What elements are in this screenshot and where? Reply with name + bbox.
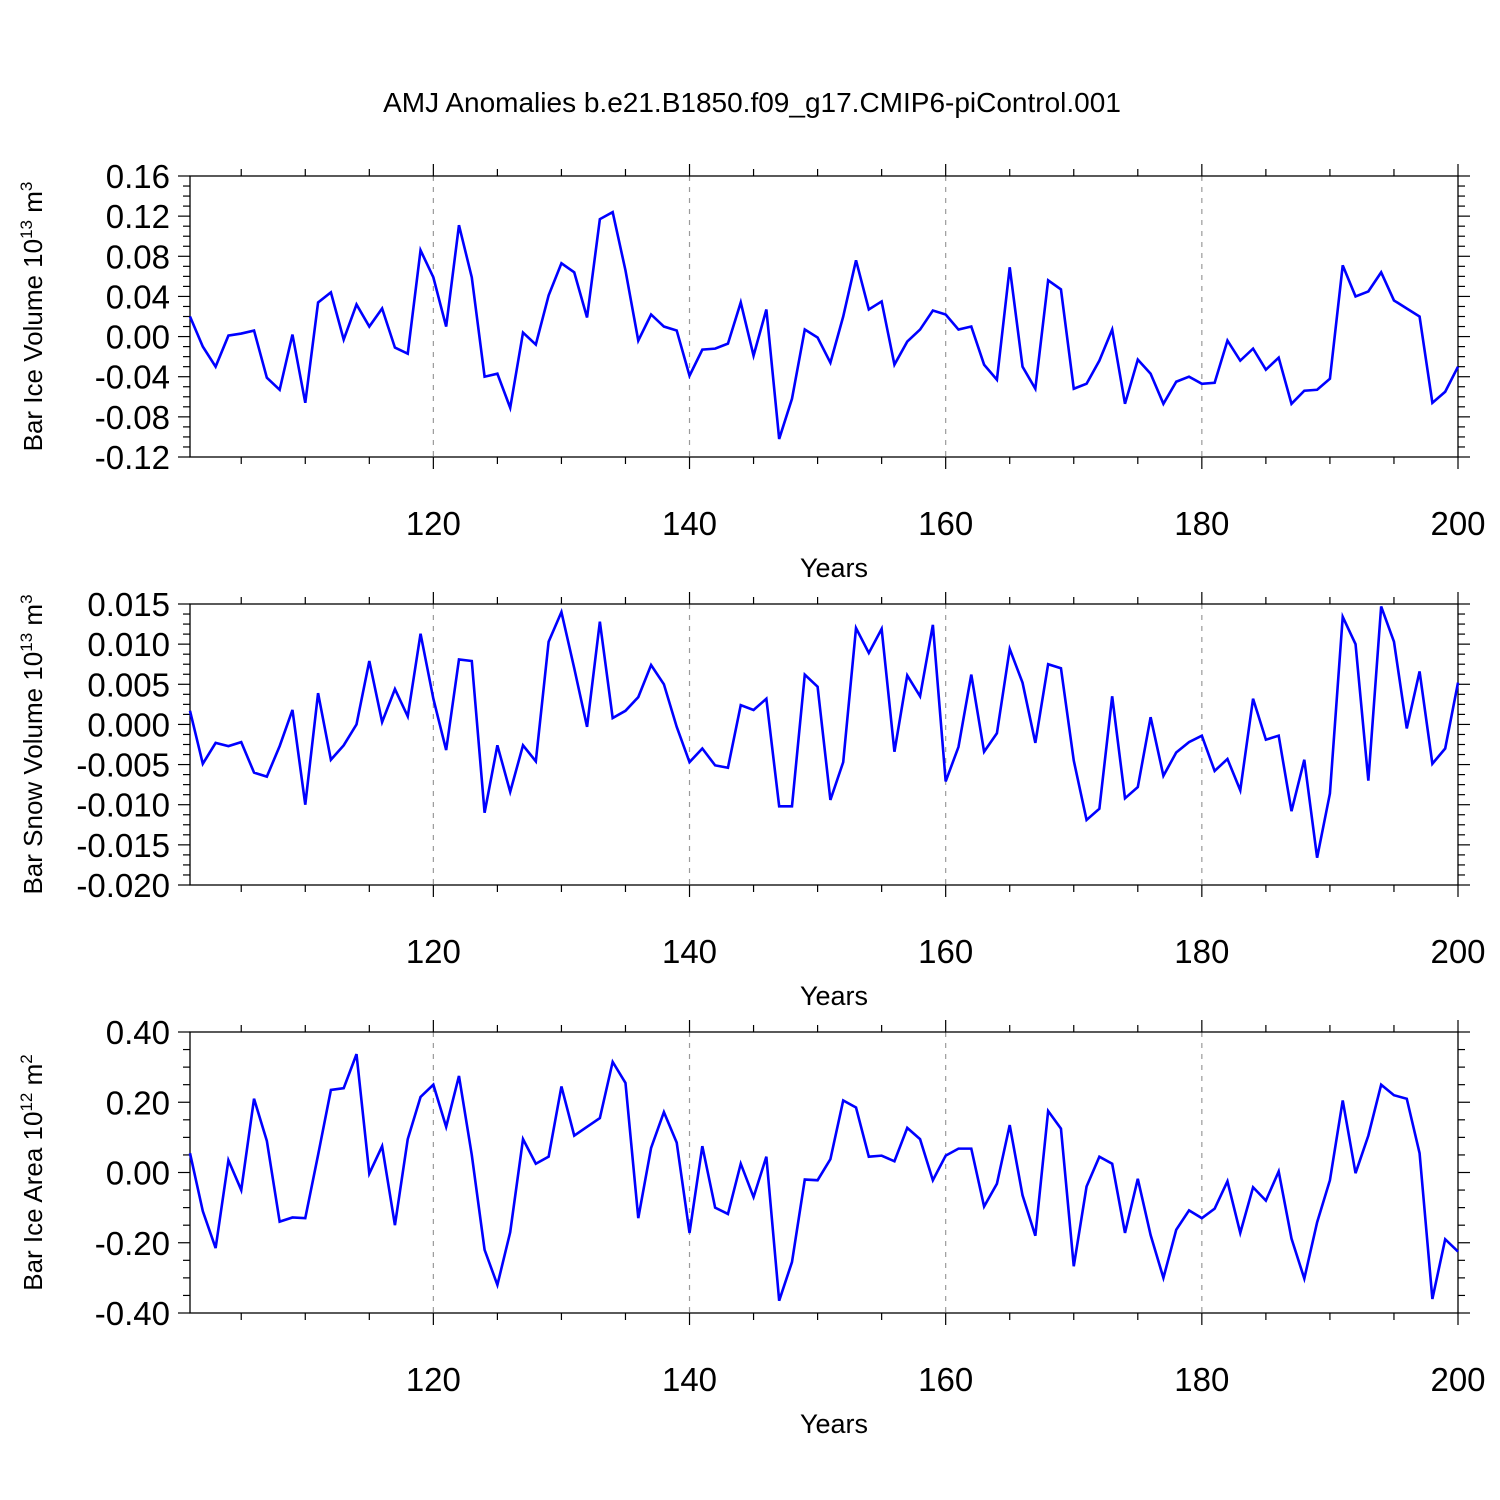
x-axis-label: Years — [800, 981, 868, 1011]
x-tick-label: 180 — [1174, 933, 1229, 970]
y-tick-label: -0.40 — [95, 1295, 170, 1332]
y-tick-label: 0.04 — [106, 278, 170, 315]
y-tick-label: 0.08 — [106, 238, 170, 275]
y-tick-label: -0.020 — [76, 867, 170, 904]
x-tick-label: 160 — [918, 1361, 973, 1398]
y-tick-label: 0.015 — [87, 586, 170, 623]
panels: 120 140 160 180 2000.160.120.080.040.00-0.04… — [17, 158, 1486, 1439]
x-tick-label: 200 — [1430, 1361, 1485, 1398]
x-tick-label: 160 — [918, 933, 973, 970]
x-tick-label: 140 — [662, 1361, 717, 1398]
y-axis-label: Bar Snow Volume 1013 m3 — [17, 594, 48, 894]
figure-title: AMJ Anomalies b.e21.B1850.f09_g17.CMIP6-… — [383, 87, 1121, 118]
plot-frame — [189, 1031, 1459, 1314]
x-tick-label: 200 — [1430, 933, 1485, 970]
series-line — [188, 210, 1460, 440]
x-axis-label: Years — [800, 553, 868, 583]
x-tick-label: 140 — [662, 505, 717, 542]
series-line — [188, 1053, 1459, 1302]
y-tick-label: 0.16 — [106, 158, 170, 195]
x-tick-label: 180 — [1174, 1361, 1229, 1398]
series-line — [188, 605, 1460, 858]
x-tick-label: 120 — [406, 933, 461, 970]
panel-1: 120 140 160 180 200 0.160.120.080.04 0.00-0.04… — [17, 158, 1486, 583]
panel-3: 120 140 160 180 200 0.40 0.20 0.00 -0.20 -0.40 Yea… — [17, 1014, 1486, 1439]
y-tick-label: 0.20 — [106, 1084, 170, 1121]
y-tick-label: -0.04 — [95, 359, 170, 396]
x-tick-label: 120 — [406, 1361, 461, 1398]
y-tick-label: 0.40 — [106, 1014, 170, 1051]
y-tick-label: 0.010 — [87, 626, 170, 663]
y-tick-label: 0.00 — [106, 319, 170, 356]
x-tick-label: 140 — [662, 933, 717, 970]
y-tick-label: -0.005 — [76, 747, 170, 784]
x-tick-label: 160 — [918, 505, 973, 542]
y-tick-label: -0.015 — [76, 827, 170, 864]
y-tick-label: -0.08 — [95, 399, 170, 436]
y-axis-label: Bar Ice Area 1012 m2 — [17, 1054, 48, 1291]
y-tick-label: 0.12 — [106, 198, 170, 235]
x-tick-label: 180 — [1174, 505, 1229, 542]
y-tick-label: -0.010 — [76, 787, 170, 824]
plot-frame — [189, 175, 1459, 458]
x-tick-label: 120 — [406, 505, 461, 542]
y-tick-label: 0.005 — [87, 666, 170, 703]
x-axis-label: Years — [800, 1409, 868, 1439]
y-tick-label: -0.12 — [95, 439, 170, 476]
y-tick-label: 0.00 — [106, 1155, 170, 1192]
x-tick-label: 200 — [1430, 505, 1485, 542]
y-tick-label: -0.20 — [95, 1225, 170, 1262]
y-axis-label: Bar Ice Volume 1013 m3 — [17, 182, 48, 452]
y-tick-label: 0.000 — [87, 706, 170, 743]
